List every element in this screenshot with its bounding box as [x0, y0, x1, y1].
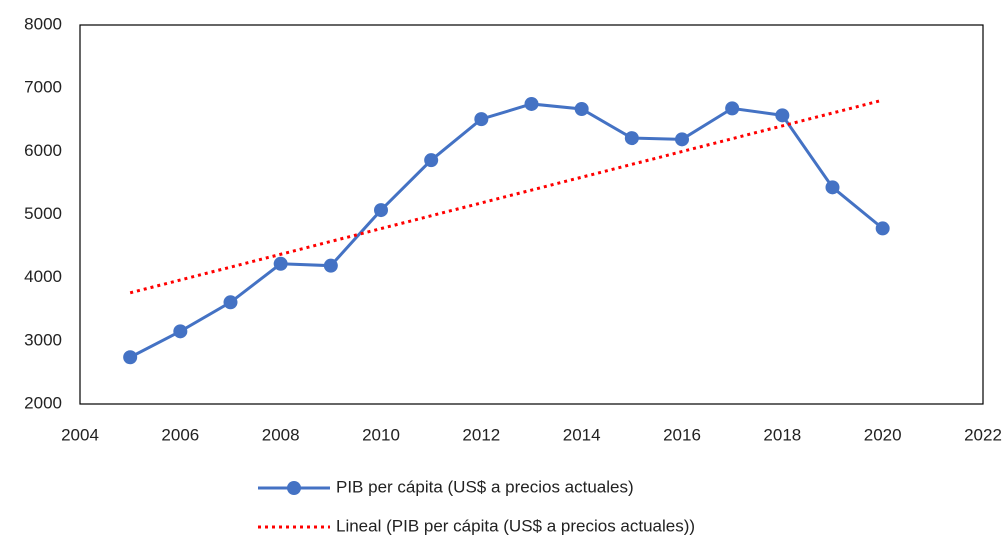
x-tick-label: 2014 — [563, 425, 601, 444]
x-tick-label: 2008 — [262, 425, 300, 444]
y-tick-label: 4000 — [24, 267, 62, 286]
marker — [524, 96, 539, 111]
marker — [223, 295, 238, 310]
x-tick-label: 2016 — [663, 425, 701, 444]
marker — [725, 101, 740, 116]
marker — [173, 324, 188, 339]
y-tick-label: 5000 — [24, 204, 62, 223]
marker — [624, 131, 639, 146]
plot-area — [79, 24, 984, 405]
marker — [675, 132, 689, 147]
legend-label: PIB per cápita (US$ a precios actuales) — [336, 477, 634, 496]
x-tick-label: 2004 — [61, 425, 99, 444]
marker — [875, 221, 890, 236]
marker — [273, 256, 288, 271]
x-tick-label: 2020 — [864, 425, 902, 444]
series-line — [129, 102, 884, 359]
y-tick-label: 6000 — [24, 141, 62, 160]
x-tick-label: 2006 — [161, 425, 199, 444]
marker — [574, 102, 589, 117]
marker — [825, 180, 840, 195]
y-tick-label: 8000 — [24, 14, 62, 33]
x-tick-label: 2022 — [964, 425, 1002, 444]
y-tick-label: 2000 — [24, 393, 62, 412]
marker — [374, 203, 388, 218]
y-tick-label: 7000 — [24, 78, 62, 97]
y-tick-label: 3000 — [24, 330, 62, 349]
marker — [775, 108, 790, 123]
marker — [123, 350, 138, 365]
legend-label: Lineal (PIB per cápita (US$ a precios ac… — [336, 516, 695, 535]
x-tick-label: 2010 — [362, 425, 400, 444]
marker — [474, 112, 489, 127]
marker — [323, 258, 338, 273]
series-line — [129, 98, 884, 295]
x-tick-label: 2012 — [462, 425, 500, 444]
legend-marker — [287, 481, 301, 495]
x-tick-label: 2018 — [763, 425, 801, 444]
marker — [424, 153, 439, 168]
